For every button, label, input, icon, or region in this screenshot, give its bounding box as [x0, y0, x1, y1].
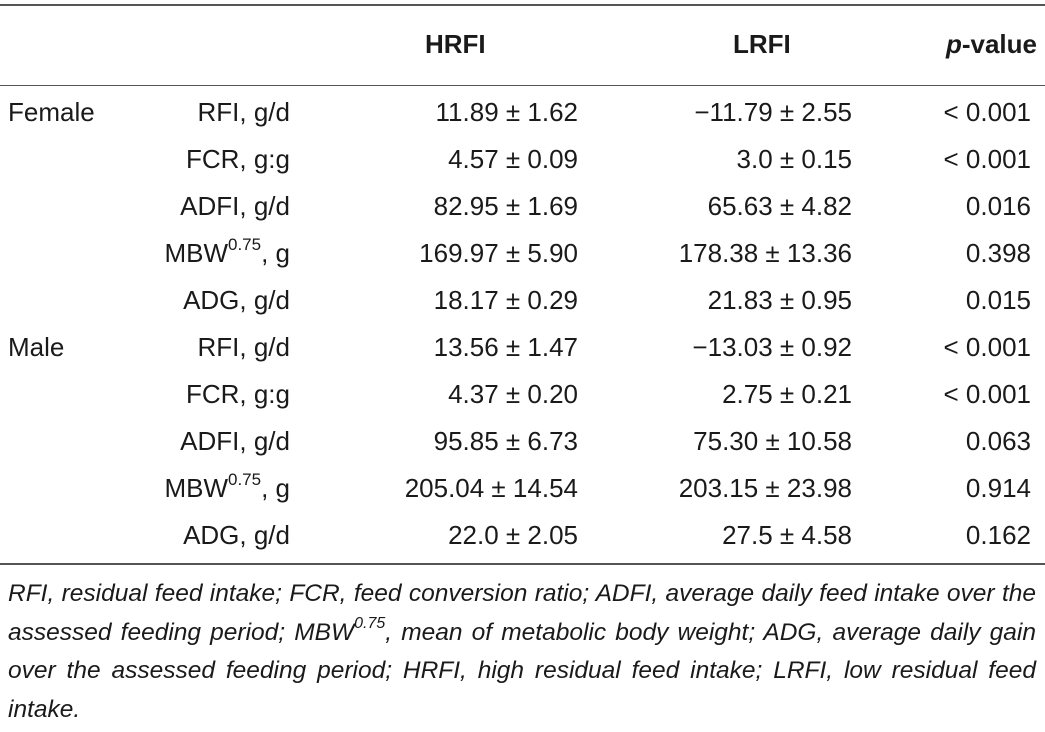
lrfi-cell: 203.15 ± 23.98 — [678, 473, 852, 503]
table-row: Male RFI, g/d 13.56 ± 1.47 −13.03 ± 0.92… — [0, 324, 1045, 371]
p-value-cell: < 0.001 — [943, 332, 1031, 362]
metric-tail: , g — [261, 238, 290, 268]
lrfi-cell: 65.63 ± 4.82 — [707, 191, 852, 221]
lrfi-cell: −13.03 ± 0.92 — [692, 332, 852, 362]
table-row: MBW0.75, g 205.04 ± 14.54 203.15 ± 23.98… — [0, 465, 1045, 512]
hrfi-cell: 82.95 ± 1.69 — [433, 191, 578, 221]
lrfi-cell: 27.5 ± 4.58 — [722, 520, 852, 550]
metric-label: ADFI, g/d — [180, 191, 290, 221]
table-row: FCR, g:g 4.37 ± 0.20 2.75 ± 0.21 < 0.001 — [0, 371, 1045, 418]
table-row: ADG, g/d 22.0 ± 2.05 27.5 ± 4.58 0.162 — [0, 512, 1045, 559]
metric-cell: ADFI, g/d — [180, 418, 290, 465]
metric-cell: RFI, g/d — [198, 89, 290, 136]
metric-cell: ADG, g/d — [183, 512, 290, 559]
p-value-cell: 0.914 — [965, 473, 1031, 503]
metric-cell: RFI, g/d — [198, 324, 290, 371]
lrfi-cell: 75.30 ± 10.58 — [693, 426, 852, 456]
metric-cell: ADG, g/d — [183, 277, 290, 324]
table-footnote: RFI, residual feed intake; FCR, feed con… — [8, 575, 1036, 729]
metric-tail: , g — [261, 473, 290, 503]
table-bottom-rule — [0, 563, 1045, 565]
hrfi-cell: 169.97 ± 5.90 — [419, 238, 578, 268]
metric-cell: MBW0.75, g — [164, 465, 290, 512]
hrfi-cell: 13.56 ± 1.47 — [433, 332, 578, 362]
metric-label: ADG, g/d — [183, 285, 290, 315]
metric-cell: ADFI, g/d — [180, 183, 290, 230]
hrfi-cell: 22.0 ± 2.05 — [448, 520, 578, 550]
lrfi-cell: −11.79 ± 2.55 — [694, 97, 852, 127]
lrfi-cell: 178.38 ± 13.36 — [678, 238, 852, 268]
lrfi-cell: 3.0 ± 0.15 — [736, 144, 852, 174]
hrfi-cell: 18.17 ± 0.29 — [433, 285, 578, 315]
metric-label: RFI, g/d — [197, 97, 290, 127]
group-cell: Female — [8, 97, 95, 127]
metric-cell: FCR, g:g — [186, 371, 290, 418]
hrfi-cell: 4.57 ± 0.09 — [448, 144, 578, 174]
lrfi-cell: 2.75 ± 0.21 — [722, 379, 852, 409]
p-value-cell: 0.016 — [965, 191, 1031, 221]
metric-label: MBW — [164, 473, 228, 503]
metric-sup: 0.75 — [227, 235, 262, 255]
header-p-italic: p — [945, 29, 962, 59]
hrfi-cell: 205.04 ± 14.54 — [404, 473, 578, 503]
hrfi-cell: 4.37 ± 0.20 — [448, 379, 578, 409]
hrfi-cell: 95.85 ± 6.73 — [433, 426, 578, 456]
footnote-part1: RFI, residual feed intake; FCR, feed con… — [8, 580, 1036, 646]
table-row: ADG, g/d 18.17 ± 0.29 21.83 ± 0.95 0.015 — [0, 277, 1045, 324]
metric-cell: MBW0.75, g — [164, 230, 290, 277]
header-hrfi: HRFI — [425, 29, 486, 59]
hrfi-cell: 11.89 ± 1.62 — [435, 97, 578, 127]
table-header-rule — [0, 85, 1045, 87]
p-value-cell: 0.015 — [965, 285, 1031, 315]
table-row: Female RFI, g/d 11.89 ± 1.62 −11.79 ± 2.… — [0, 89, 1045, 136]
footnote-sup: 0.75 — [354, 615, 386, 633]
p-value-cell: < 0.001 — [943, 144, 1031, 174]
footnote-part2: , mean of metabolic body weight; ADG, av… — [8, 618, 1036, 723]
p-value-cell: 0.398 — [965, 238, 1031, 268]
header-p-value: p-value — [946, 26, 1037, 62]
metric-sup: 0.75 — [227, 470, 262, 490]
group-cell: Male — [8, 332, 65, 362]
header-lrfi: LRFI — [733, 29, 791, 59]
table-top-rule — [0, 4, 1045, 6]
metric-label: MBW — [164, 238, 228, 268]
p-value-cell: 0.162 — [965, 520, 1031, 550]
p-value-cell: < 0.001 — [943, 97, 1031, 127]
metric-label: ADFI, g/d — [180, 426, 290, 456]
table-row: ADFI, g/d 82.95 ± 1.69 65.63 ± 4.82 0.01… — [0, 183, 1045, 230]
p-value-cell: < 0.001 — [943, 379, 1031, 409]
metric-label: FCR, g:g — [185, 379, 290, 409]
metric-label: ADG, g/d — [183, 520, 290, 550]
p-value-cell: 0.063 — [965, 426, 1031, 456]
table-row: FCR, g:g 4.57 ± 0.09 3.0 ± 0.15 < 0.001 — [0, 136, 1045, 183]
lrfi-cell: 21.83 ± 0.95 — [707, 285, 852, 315]
table-row: ADFI, g/d 95.85 ± 6.73 75.30 ± 10.58 0.0… — [0, 418, 1045, 465]
metric-label: RFI, g/d — [197, 332, 290, 362]
table-row: MBW0.75, g 169.97 ± 5.90 178.38 ± 13.36 … — [0, 230, 1045, 277]
metric-label: FCR, g:g — [185, 144, 290, 174]
metric-cell: FCR, g:g — [186, 136, 290, 183]
header-p-rest: -value — [961, 29, 1037, 59]
